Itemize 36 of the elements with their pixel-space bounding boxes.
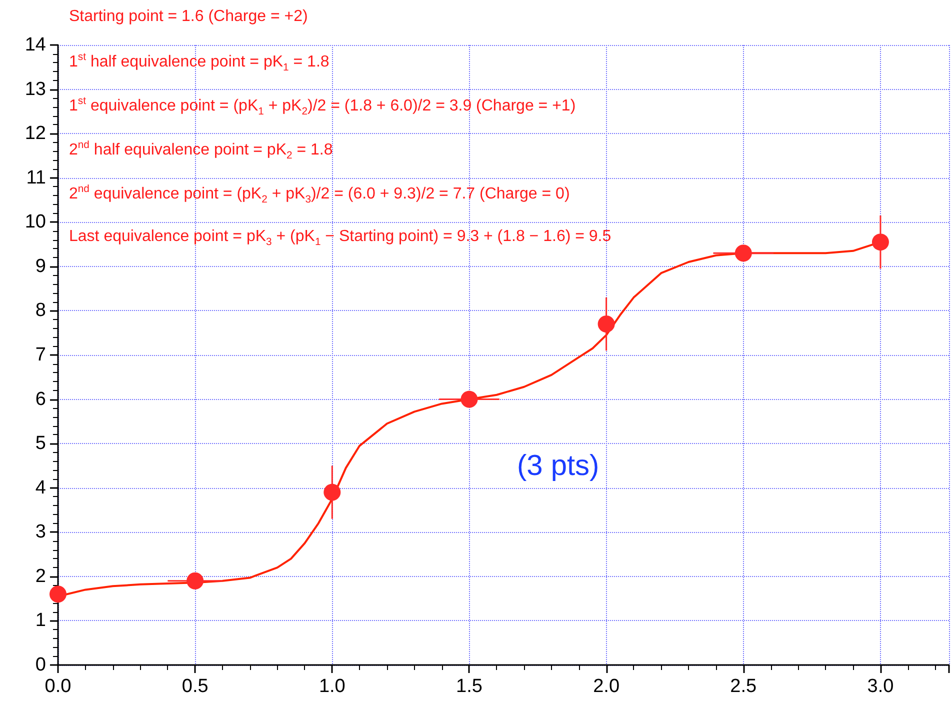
x-tick-label: 0.5 [182, 676, 208, 697]
point [324, 484, 341, 501]
y-tick-label: 14 [24, 34, 46, 56]
annotation: Last equivalence point = pK$_{3}$ + (pK$_{1}$ − Starting point) = 9.3 + (1.8 − 1.6) = 9.5 [69, 228, 612, 248]
point [460, 390, 478, 408]
y-tick-label: 0 [35, 654, 46, 676]
x-tick-label: 1.0 [318, 676, 346, 697]
x-tick-label: 1.5 [456, 676, 482, 697]
annotation: 1$^{st}$ half equivalence point = pK$_{1}$ = 1.8 [69, 52, 330, 74]
point [598, 316, 615, 332]
point [734, 244, 752, 262]
y-tick-label: 13 [24, 78, 46, 100]
annotation: 2$^{nd}$ half equivalence point = pK$_{2}$ = 1.8 [69, 140, 333, 162]
text: Starting point = 1.6 (Charge = +2) [69, 8, 308, 26]
y-tick-label: 2 [35, 566, 46, 587]
y-tick-label: 11 [26, 167, 46, 188]
point [872, 234, 889, 251]
x-tick-label: 3.0 [867, 676, 894, 697]
y-tick-label: 1 [35, 610, 46, 632]
x-tick-label: 2.5 [730, 676, 757, 697]
annotation: 2$^{nd}$ equivalence point = (pK$_{2}$ + pK$_{3}$)/2 = (6.0 + 9.3)/2 = 7.7 (Charge = 0) [69, 184, 570, 206]
y-tick-label: 9 [35, 256, 46, 277]
annotation: (3 pts) [517, 450, 600, 483]
y-tick-label: 4 [35, 477, 46, 498]
y-tick-label: 5 [35, 433, 46, 454]
x-tick-label: 0.0 [44, 676, 72, 697]
y-tick-label: 6 [35, 388, 46, 410]
y-tick-label: 8 [35, 300, 46, 322]
y-tick-label: 10 [24, 212, 46, 233]
point [50, 586, 66, 603]
y-tick-label: 7 [35, 344, 46, 366]
point [186, 572, 204, 590]
annotation: 1$^{st}$ equivalence point = (pK$_{1}$ + pK$_{2}$)/2 = (1.8 + 6.0)/2 = 3.9 (Charge = +1) [69, 96, 576, 118]
y-tick-label: 3 [35, 522, 46, 543]
x-tick-label: 2.0 [593, 676, 620, 697]
y-tick-label: 12 [24, 123, 46, 144]
